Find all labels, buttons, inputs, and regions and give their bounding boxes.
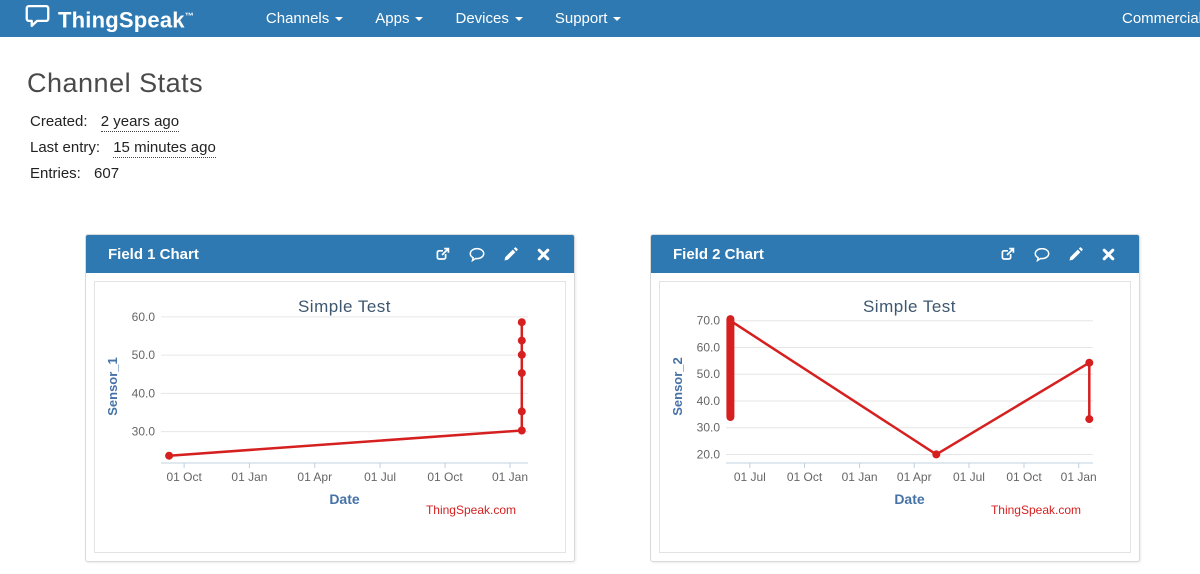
brand-name: ThingSpeak™: [58, 7, 194, 33]
y-tick-label: 70.0: [697, 314, 721, 328]
y-axis-title: Sensor_1: [105, 357, 120, 416]
chart-frame: 30.0 40.0 50.0 60.0 01 Oct 01 Jan 01 Apr 01 Jul…: [94, 281, 566, 553]
x-tick-label: 01 Oct: [166, 470, 202, 484]
close-icon: [1102, 248, 1115, 260]
comment-button[interactable]: [1034, 247, 1050, 262]
data-point: [1085, 415, 1094, 424]
data-point: [517, 350, 526, 359]
menu-item-channels[interactable]: Channels: [250, 0, 359, 37]
x-tick-label: 01 Jul: [734, 470, 766, 484]
x-axis-title: Date: [894, 491, 925, 507]
y-tick-label: 30.0: [132, 425, 156, 439]
chevron-down-icon: [514, 16, 523, 21]
stat-last-entry: Last entry: 15 minutes ago: [30, 139, 216, 158]
trademark-symbol: ™: [184, 11, 194, 22]
external-link-button[interactable]: [435, 247, 450, 262]
y-axis-title: Sensor_2: [670, 357, 685, 416]
data-point: [932, 450, 941, 459]
chart-title: Simple Test: [863, 297, 956, 316]
data-point: [165, 451, 174, 460]
chevron-down-icon: [613, 16, 622, 21]
chevron-down-icon: [415, 16, 424, 21]
x-tick-label: 01 Jan: [231, 470, 267, 484]
chart-credit: ThingSpeak.com: [991, 503, 1081, 517]
data-point: [517, 407, 526, 416]
y-tick-label: 40.0: [132, 386, 156, 400]
speech-bubble-icon: [25, 5, 50, 28]
thingspeak-logo[interactable]: ThingSpeak™: [25, 0, 194, 37]
series-line: [729, 319, 1091, 456]
chevron-down-icon: [335, 16, 344, 21]
page-title: Channel Stats: [27, 68, 204, 98]
x-tick-label: 01 Oct: [1006, 470, 1042, 484]
y-tick-label: 20.0: [697, 447, 721, 461]
edit-button[interactable]: [504, 247, 518, 261]
menu-item-devices[interactable]: Devices: [439, 0, 538, 37]
panel-body: 20.0 30.0 40.0 50.0 60.0 70.0 01 Jul 01 Oct 01 J…: [651, 273, 1139, 561]
x-tick-label: 01 Apr: [897, 470, 932, 484]
navbar: ThingSpeak™ Channels Apps Devices Suppor…: [0, 0, 1200, 37]
external-link-button[interactable]: [1000, 247, 1015, 262]
menu-item-apps[interactable]: Apps: [359, 0, 439, 37]
comment-icon: [469, 247, 485, 262]
y-tick-label: 50.0: [697, 367, 721, 381]
chart-title: Simple Test: [298, 297, 391, 316]
created-value: 2 years ago: [100, 113, 180, 132]
entries-value: 607: [94, 165, 120, 182]
external-link-icon: [1001, 247, 1015, 260]
panel-title: Field 2 Chart: [673, 245, 764, 263]
panel-actions: [435, 247, 550, 262]
x-tick-label: 01 Oct: [787, 470, 823, 484]
field-2-chart-panel: Field 2 Chart: [650, 234, 1140, 562]
channel-stats-summary: Created: 2 years ago Last entry: 15 minu…: [30, 113, 1200, 182]
menu-item-commercial-use[interactable]: Commercial Use: [1122, 10, 1200, 27]
menu-item-support[interactable]: Support: [539, 0, 638, 37]
panel-header: Field 2 Chart: [651, 235, 1139, 273]
panel-header: Field 1 Chart: [86, 235, 574, 273]
y-tick-label: 40.0: [697, 394, 721, 408]
panel-title: Field 1 Chart: [108, 245, 199, 263]
field-1-chart-svg: 30.0 40.0 50.0 60.0 01 Oct 01 Jan 01 Apr 01 Jul…: [105, 297, 528, 517]
comment-button[interactable]: [469, 247, 485, 262]
data-point: [517, 426, 526, 435]
panel-actions: [1000, 247, 1115, 262]
chart-frame: 20.0 30.0 40.0 50.0 60.0 70.0 01 Jul 01 Oct 01 J…: [659, 281, 1131, 553]
chart-credit: ThingSpeak.com: [426, 503, 516, 517]
data-point: [517, 318, 526, 327]
x-tick-label: 01 Jan: [492, 470, 528, 484]
stat-entries: Entries: 607: [30, 165, 120, 182]
y-tick-label: 30.0: [697, 421, 721, 435]
x-tick-label: 01 Apr: [297, 470, 332, 484]
data-point: [1085, 358, 1094, 367]
comment-icon: [1034, 247, 1050, 262]
y-tick-label: 60.0: [697, 340, 721, 354]
x-axis-title: Date: [329, 491, 360, 507]
x-tick-label: 01 Jul: [364, 470, 396, 484]
x-tick-label: 01 Jan: [1061, 470, 1097, 484]
close-icon: [537, 248, 550, 260]
data-point: [517, 369, 526, 378]
x-tick-label: 01 Jul: [953, 470, 985, 484]
x-tick-label: 01 Jan: [842, 470, 878, 484]
series-line: [167, 320, 524, 457]
edit-icon: [504, 247, 518, 261]
charts-row: Field 1 Chart: [85, 234, 1200, 562]
field-2-chart-svg: 20.0 30.0 40.0 50.0 60.0 70.0 01 Jul 01 Oct 01 J…: [670, 297, 1097, 517]
close-button[interactable]: [537, 248, 550, 261]
y-tick-label: 60.0: [132, 310, 156, 324]
close-button[interactable]: [1102, 248, 1115, 261]
edit-button[interactable]: [1069, 247, 1083, 261]
main-content: Channel Stats Created: 2 years ago Last …: [0, 68, 1200, 562]
panel-body: 30.0 40.0 50.0 60.0 01 Oct 01 Jan 01 Apr 01 Jul…: [86, 273, 574, 561]
stat-created: Created: 2 years ago: [30, 113, 180, 132]
y-tick-label: 50.0: [132, 348, 156, 362]
main-menu: Channels Apps Devices Support: [250, 0, 638, 37]
field-1-chart-panel: Field 1 Chart: [85, 234, 575, 562]
last-entry-value: 15 minutes ago: [113, 139, 216, 158]
external-link-icon: [436, 247, 450, 260]
edit-icon: [1069, 247, 1083, 261]
data-point: [517, 336, 526, 345]
x-tick-label: 01 Oct: [427, 470, 463, 484]
